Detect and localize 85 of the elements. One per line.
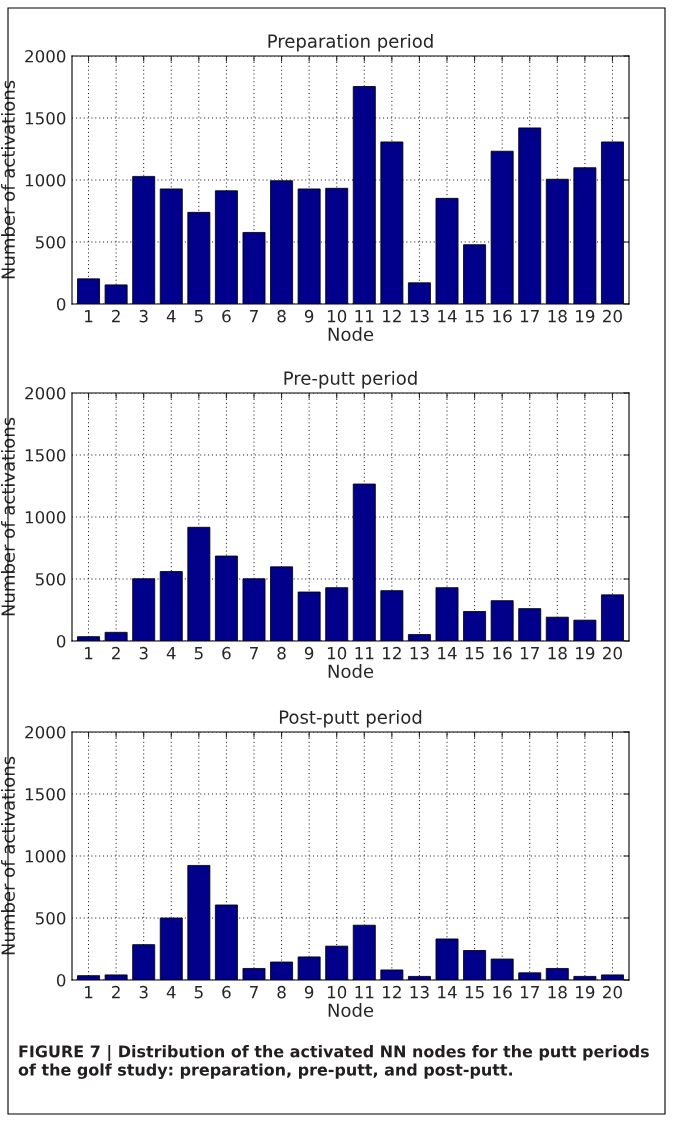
y-tick-label: 1500 — [25, 787, 66, 801]
x-tick-label: 2 — [112, 985, 120, 999]
y-axis-title: Number of activations — [1, 417, 15, 616]
x-tick-label: 11 — [355, 986, 374, 999]
y-tick-label: 2000 — [25, 725, 66, 739]
x-tick-label: 3 — [139, 646, 148, 660]
x-tick-label: 19 — [576, 309, 595, 323]
x-tick-label: 1 — [85, 986, 93, 999]
x-axis-title: Node — [328, 327, 374, 342]
x-tick-label: 12 — [383, 646, 401, 660]
x-tick-label: 1 — [85, 647, 93, 660]
x-tick-label: 7 — [250, 310, 258, 323]
x-tick-label: 4 — [166, 986, 176, 999]
x-tick-label: 9 — [304, 646, 314, 660]
x-tick-label: 9 — [304, 309, 314, 323]
x-tick-label: 3 — [139, 985, 148, 999]
x-tick-label: 15 — [465, 310, 484, 323]
x-tick-label: 2 — [112, 646, 120, 660]
y-tick-label: 0 — [56, 973, 66, 987]
x-tick-label: 2 — [112, 309, 120, 323]
x-tick-label: 14 — [438, 986, 457, 999]
y-tick-label: 1500 — [25, 111, 66, 125]
y-tick-label: 1000 — [25, 849, 66, 863]
y-axis-title: Number of activations — [1, 756, 15, 955]
x-tick-label: 14 — [438, 647, 457, 660]
x-tick-label: 13 — [410, 309, 429, 323]
chart-title: Preparation period — [268, 33, 433, 52]
x-tick-label: 10 — [327, 309, 347, 323]
x-tick-label: 4 — [166, 310, 176, 323]
x-tick-label: 10 — [327, 646, 347, 660]
x-axis-title: Node — [328, 664, 374, 679]
y-tick-label: 2000 — [25, 49, 66, 63]
x-tick-label: 19 — [576, 985, 595, 999]
x-tick-label: 8 — [277, 309, 286, 323]
x-tick-label: 1 — [85, 310, 93, 323]
x-tick-label: 5 — [194, 310, 203, 323]
x-tick-label: 7 — [250, 986, 258, 999]
x-tick-label: 20 — [603, 309, 622, 323]
x-tick-label: 17 — [520, 986, 539, 999]
chart-title: Pre-putt period — [284, 370, 417, 389]
x-tick-label: 8 — [277, 985, 286, 999]
x-axis-title: Node — [328, 1003, 374, 1018]
y-tick-label: 2000 — [25, 386, 66, 400]
x-tick-label: 10 — [327, 985, 347, 999]
x-tick-label: 5 — [194, 647, 203, 660]
x-tick-label: 16 — [493, 646, 512, 660]
x-tick-label: 11 — [355, 310, 374, 323]
x-tick-label: 7 — [250, 647, 258, 660]
y-tick-label: 1000 — [25, 510, 66, 524]
x-tick-label: 5 — [194, 986, 203, 999]
x-tick-label: 14 — [438, 310, 457, 323]
x-tick-label: 12 — [383, 985, 401, 999]
x-tick-label: 12 — [383, 309, 401, 323]
y-tick-label: 0 — [56, 634, 66, 648]
x-tick-label: 16 — [493, 985, 512, 999]
x-tick-label: 11 — [355, 647, 374, 660]
y-tick-label: 500 — [35, 235, 66, 249]
y-tick-label: 1500 — [25, 448, 66, 462]
x-tick-label: 13 — [410, 985, 429, 999]
y-axis-title: Number of activations — [1, 80, 15, 279]
y-tick-label: 0 — [56, 297, 66, 311]
x-tick-label: 19 — [576, 646, 595, 660]
x-tick-label: 16 — [493, 309, 512, 323]
chart-title: Post-putt period — [279, 709, 422, 728]
x-tick-label: 17 — [520, 647, 539, 660]
x-tick-label: 6 — [222, 646, 231, 660]
x-tick-label: 18 — [548, 309, 567, 323]
x-tick-label: 15 — [465, 647, 484, 660]
x-tick-label: 9 — [304, 985, 314, 999]
x-tick-label: 6 — [222, 309, 231, 323]
x-tick-label: 20 — [603, 646, 622, 660]
y-tick-label: 500 — [35, 911, 66, 925]
x-tick-label: 15 — [465, 986, 484, 999]
x-tick-label: 17 — [520, 310, 539, 323]
y-tick-label: 500 — [35, 572, 66, 586]
x-tick-label: 13 — [410, 646, 429, 660]
caption: FIGURE 7 | Distribution of the activated NN nodes for the putt periods of the golf study: preparation, pre-putt, and post-putt. — [18, 1045, 649, 1079]
x-tick-label: 6 — [222, 985, 231, 999]
x-tick-label: 8 — [277, 646, 286, 660]
x-tick-label: 18 — [548, 985, 567, 999]
x-tick-label: 3 — [139, 309, 148, 323]
y-tick-label: 1000 — [25, 173, 66, 187]
x-tick-label: 4 — [166, 647, 176, 660]
x-tick-label: 20 — [603, 985, 622, 999]
x-tick-label: 18 — [548, 646, 567, 660]
